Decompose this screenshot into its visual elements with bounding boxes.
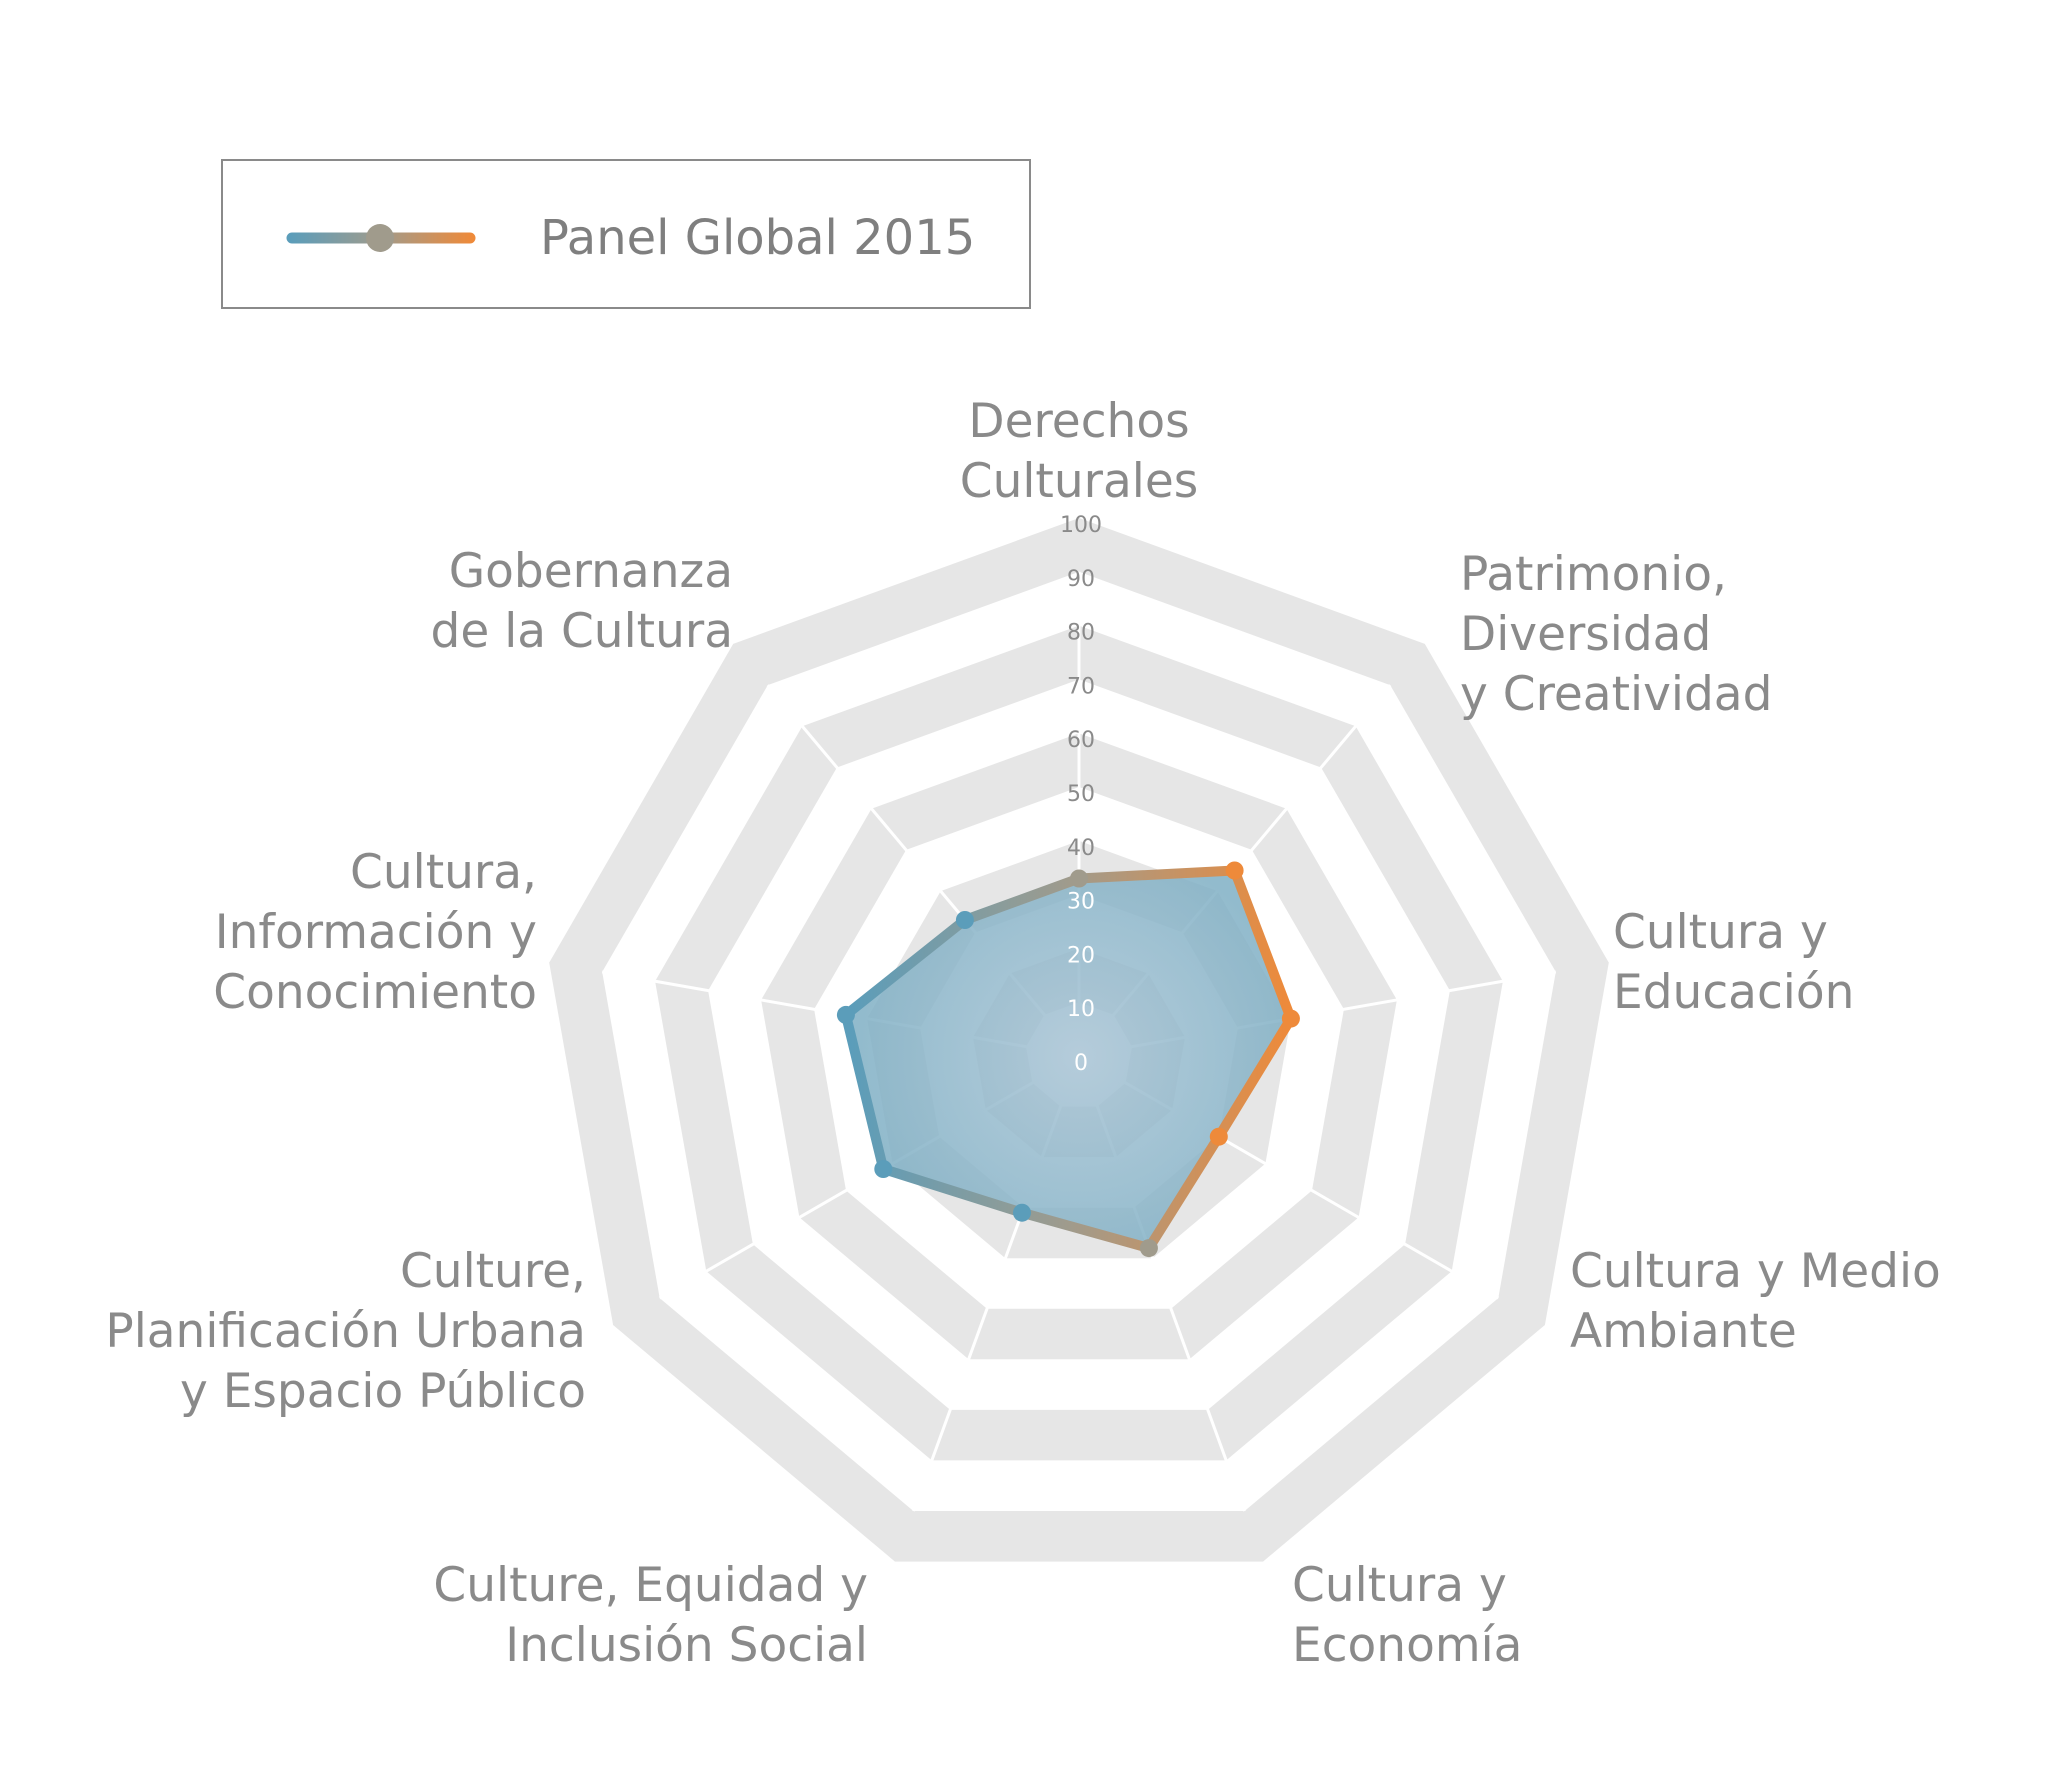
axis-label: Culture, Planificación Urbana y Espacio Pú… (105, 1244, 586, 1419)
tick-label: 0 (1074, 1051, 1088, 1076)
data-point (955, 911, 974, 929)
tick-label: 50 (1067, 782, 1095, 807)
axis-label-line: Patrimonio, (1460, 547, 1727, 602)
axis-label-line: Información y (215, 905, 537, 960)
legend: Panel Global 2015 (221, 159, 1031, 309)
tick-label: 30 (1067, 890, 1095, 915)
tick-label: 70 (1067, 674, 1095, 699)
axis-label-line: Inclusión Social (505, 1618, 868, 1673)
axis-label: Culture, Equidad y Inclusión Social (433, 1558, 868, 1673)
axis-label-line: Culture, (400, 1244, 586, 1299)
tick-label: 20 (1067, 943, 1095, 968)
axis-label: Cultura y Medio Ambiante (1570, 1244, 1941, 1359)
data-point (1209, 1127, 1228, 1146)
tick-label: 100 (1060, 513, 1102, 538)
axis-label-line: Economía (1292, 1618, 1522, 1673)
axis-label-line: Cultura y (1292, 1558, 1507, 1613)
axis-label: Gobernanza de la Cultura (431, 544, 734, 659)
series-area (840, 865, 1296, 1254)
axis-label-line: Cultura, (350, 845, 537, 900)
axis-label-line: Planificación Urbana (105, 1304, 586, 1359)
axis-label-line: y Espacio Público (180, 1364, 586, 1419)
axis-label: Derechos Culturales (960, 394, 1198, 509)
radar-tick-labels: 0 10 20 30 40 50 60 70 80 90 100 (1060, 513, 1102, 1076)
axis-label-line: de la Cultura (431, 604, 734, 659)
data-point (1013, 1203, 1031, 1222)
tick-label: 90 (1067, 567, 1095, 592)
axis-label-line: Culturales (960, 454, 1198, 509)
legend-marker (366, 224, 394, 252)
data-point (1281, 1009, 1300, 1028)
axis-label: Cultura, Información y Conocimiento (213, 845, 537, 1020)
tick-label: 40 (1067, 836, 1095, 861)
legend-label: Panel Global 2015 (540, 210, 975, 266)
axis-label-line: Diversidad (1460, 607, 1711, 662)
axis-label: Cultura y Educación (1613, 905, 1854, 1020)
axis-label-line: Cultura y Medio (1570, 1244, 1941, 1299)
axis-label-line: Culture, Equidad y (433, 1558, 868, 1613)
axis-label-line: Gobernanza (449, 544, 733, 599)
axis-label-line: Ambiante (1570, 1304, 1797, 1359)
data-point (1139, 1239, 1158, 1258)
axis-label-line: y Creatividad (1460, 667, 1772, 722)
axis-label-line: Cultura y (1613, 905, 1828, 960)
tick-label: 10 (1067, 997, 1095, 1022)
tick-label: 60 (1067, 728, 1095, 753)
axis-label-line: Derechos (968, 394, 1189, 449)
data-point (874, 1160, 893, 1178)
tick-label: 80 (1067, 621, 1095, 646)
radar-series (836, 861, 1300, 1258)
data-point (1070, 869, 1088, 888)
axis-label-line: Educación (1613, 965, 1854, 1020)
axis-label: Patrimonio, Diversidad y Creatividad (1460, 547, 1772, 722)
data-point (1225, 861, 1244, 880)
axis-label-line: Conocimiento (213, 965, 537, 1020)
data-point (836, 1005, 855, 1024)
axis-label: Cultura y Economía (1292, 1558, 1522, 1673)
